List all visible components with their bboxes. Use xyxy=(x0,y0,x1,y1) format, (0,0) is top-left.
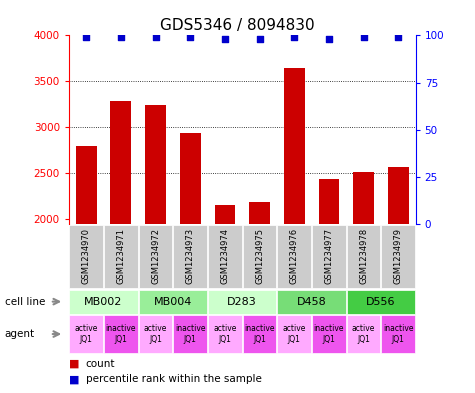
Text: MB004: MB004 xyxy=(154,297,192,307)
Text: GSM1234976: GSM1234976 xyxy=(290,228,299,285)
Text: GSM1234971: GSM1234971 xyxy=(116,228,125,285)
Text: GSM1234973: GSM1234973 xyxy=(186,228,195,285)
Text: ■: ■ xyxy=(69,374,79,384)
Text: inactive
JQ1: inactive JQ1 xyxy=(175,324,206,344)
Text: count: count xyxy=(86,358,115,369)
Point xyxy=(256,36,264,42)
Text: GSM1234972: GSM1234972 xyxy=(151,228,160,285)
Bar xyxy=(145,105,166,224)
Point xyxy=(291,34,298,40)
Text: GDS5346 / 8094830: GDS5346 / 8094830 xyxy=(160,18,315,33)
Point xyxy=(83,34,90,40)
Bar xyxy=(388,167,408,224)
Bar xyxy=(284,68,304,224)
Text: active
JQ1: active JQ1 xyxy=(75,324,98,344)
Point xyxy=(221,36,229,42)
Text: MB002: MB002 xyxy=(85,297,123,307)
Text: agent: agent xyxy=(5,329,35,339)
Text: inactive
JQ1: inactive JQ1 xyxy=(244,324,275,344)
Point xyxy=(117,34,124,40)
Text: active
JQ1: active JQ1 xyxy=(213,324,237,344)
Text: inactive
JQ1: inactive JQ1 xyxy=(105,324,136,344)
Text: GSM1234970: GSM1234970 xyxy=(82,228,91,285)
Text: active
JQ1: active JQ1 xyxy=(144,324,167,344)
Bar xyxy=(76,146,96,224)
Text: GSM1234975: GSM1234975 xyxy=(255,228,264,285)
Text: active
JQ1: active JQ1 xyxy=(352,324,375,344)
Text: GSM1234974: GSM1234974 xyxy=(220,228,229,285)
Point xyxy=(152,34,160,40)
Bar xyxy=(319,179,339,224)
Point xyxy=(325,36,332,42)
Text: inactive
JQ1: inactive JQ1 xyxy=(314,324,344,344)
Point xyxy=(394,34,402,40)
Text: GSM1234977: GSM1234977 xyxy=(324,228,333,285)
Bar xyxy=(180,133,200,224)
Bar xyxy=(249,202,270,224)
Text: D458: D458 xyxy=(297,297,326,307)
Text: inactive
JQ1: inactive JQ1 xyxy=(383,324,414,344)
Bar xyxy=(111,101,131,224)
Text: D556: D556 xyxy=(366,297,396,307)
Text: cell line: cell line xyxy=(5,297,45,307)
Text: GSM1234978: GSM1234978 xyxy=(359,228,368,285)
Text: GSM1234979: GSM1234979 xyxy=(394,228,403,285)
Text: D283: D283 xyxy=(228,297,257,307)
Point xyxy=(186,34,194,40)
Point xyxy=(360,34,368,40)
Text: percentile rank within the sample: percentile rank within the sample xyxy=(86,374,261,384)
Text: ■: ■ xyxy=(69,358,79,369)
Text: active
JQ1: active JQ1 xyxy=(283,324,306,344)
Bar xyxy=(353,173,374,224)
Bar xyxy=(215,205,235,224)
